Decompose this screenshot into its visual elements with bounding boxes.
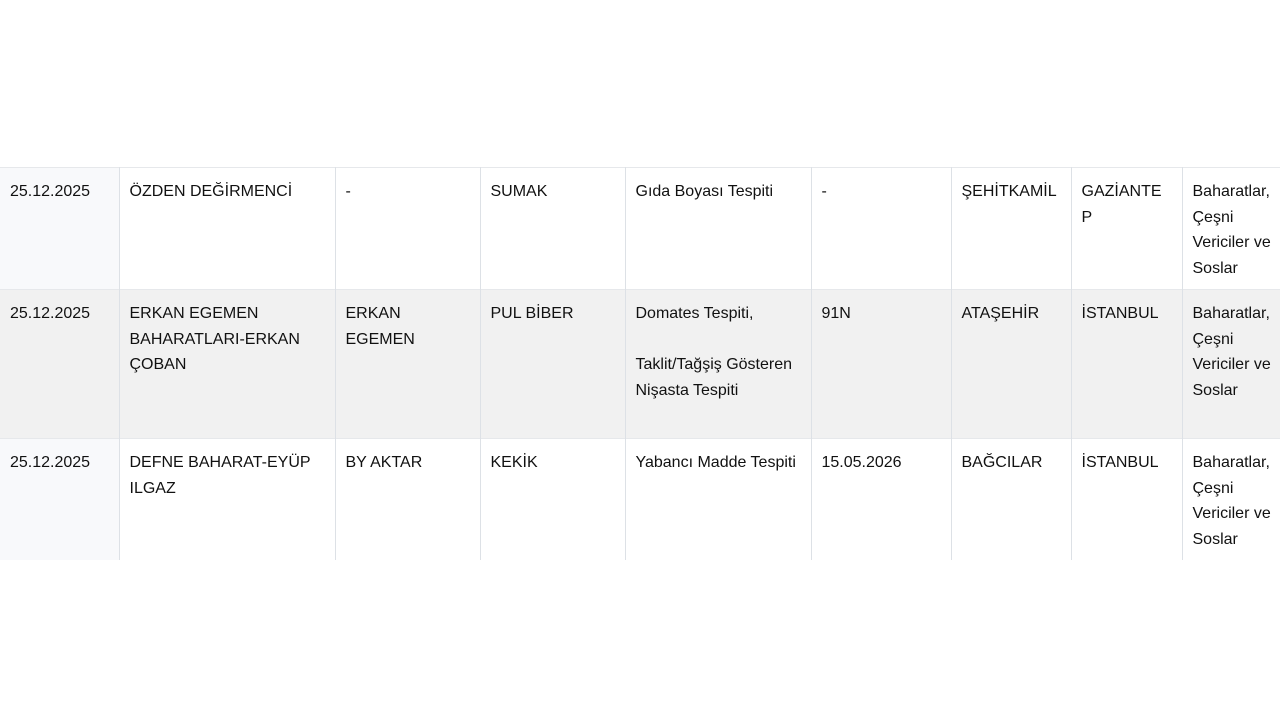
cell-product: KEKİK <box>479 438 625 560</box>
cell-brand: ERKAN EGEMEN <box>334 289 480 439</box>
cell-product: SUMAK <box>479 167 625 290</box>
cell-category: Baharatlar, Çeşni Vericiler ve Soslar <box>1181 167 1280 290</box>
cell-date: 25.12.2025 <box>0 167 119 290</box>
cell-company: ERKAN EGEMEN BAHARATLARI-ERKAN ÇOBAN <box>118 289 335 439</box>
cell-brand: BY AKTAR <box>334 438 480 560</box>
cell-company: DEFNE BAHARAT-EYÜP ILGAZ <box>118 438 335 560</box>
cell-date: 25.12.2025 <box>0 438 119 560</box>
cell-product: PUL BİBER <box>479 289 625 439</box>
cell-lot: 15.05.2026 <box>810 438 951 560</box>
cell-lot: 91N <box>810 289 951 439</box>
cell-lot: - <box>810 167 951 290</box>
cell-brand: - <box>334 167 480 290</box>
table-row: 25.12.2025 DEFNE BAHARAT-EYÜP ILGAZ BY A… <box>0 438 1280 560</box>
table-row: 25.12.2025 ERKAN EGEMEN BAHARATLARI-ERKA… <box>0 289 1280 439</box>
cell-finding: Yabancı Madde Tespiti <box>624 438 811 560</box>
cell-district: ATAŞEHİR <box>950 289 1071 439</box>
cell-date: 25.12.2025 <box>0 289 119 439</box>
cell-company: ÖZDEN DEĞİRMENCİ <box>118 167 335 290</box>
cell-category: Baharatlar, Çeşni Vericiler ve Soslar <box>1181 438 1280 560</box>
table-row: 25.12.2025 ÖZDEN DEĞİRMENCİ - SUMAK Gıda… <box>0 167 1280 290</box>
cell-district: BAĞCILAR <box>950 438 1071 560</box>
cell-district: ŞEHİTKAMİL <box>950 167 1071 290</box>
results-table-container: 25.12.2025 ÖZDEN DEĞİRMENCİ - SUMAK Gıda… <box>0 167 1280 560</box>
cell-city: GAZİANTEP <box>1070 167 1182 290</box>
cell-city: İSTANBUL <box>1070 289 1182 439</box>
cell-finding: Domates Tespiti, Taklit/Tağşiş Gösteren … <box>624 289 811 439</box>
cell-finding: Gıda Boyası Tespiti <box>624 167 811 290</box>
cell-city: İSTANBUL <box>1070 438 1182 560</box>
cell-category: Baharatlar, Çeşni Vericiler ve Soslar <box>1181 289 1280 439</box>
results-table: 25.12.2025 ÖZDEN DEĞİRMENCİ - SUMAK Gıda… <box>0 167 1280 560</box>
